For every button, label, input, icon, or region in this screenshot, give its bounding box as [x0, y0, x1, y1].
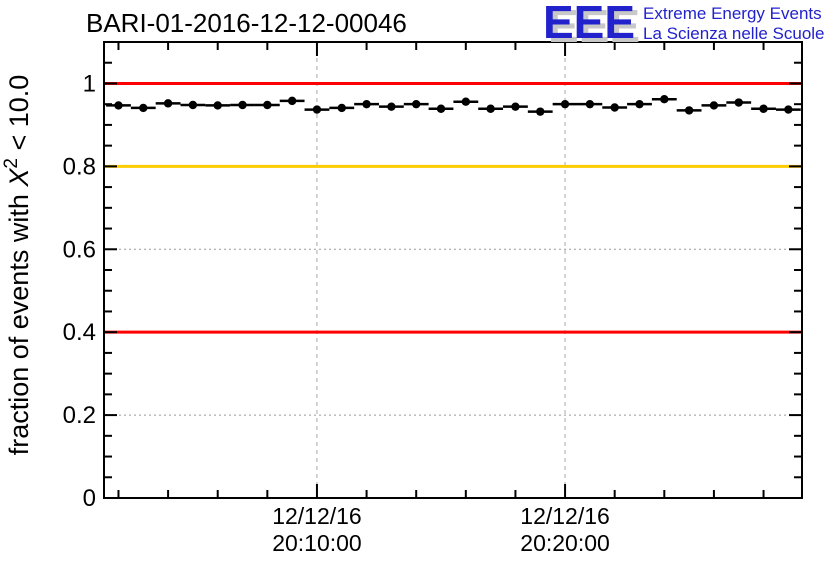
data-point [188, 100, 198, 110]
data-point [635, 99, 644, 109]
eee-logo: EEE Extreme Energy Events La Scienza nel… [543, 0, 825, 48]
y-tick-label: 0.2 [63, 402, 96, 429]
x-tick-label-time: 20:20:00 [520, 530, 610, 556]
data-point [709, 101, 719, 110]
data-point [436, 104, 446, 113]
data-point [759, 104, 768, 113]
y-tick-label: 0.4 [63, 319, 96, 346]
data-point [660, 95, 669, 104]
data-point [114, 101, 123, 110]
x-tick-label-date: 12/12/16 [520, 503, 610, 529]
data-point [213, 101, 222, 110]
data-point [784, 105, 793, 114]
y-tick-label: 0.6 [63, 236, 96, 263]
logo-line-2: La Scienza nelle Scuole [643, 24, 825, 43]
data-point [337, 103, 346, 113]
data-point [387, 102, 396, 111]
logo-line-1: Extreme Energy Events [643, 4, 822, 23]
data-point [610, 103, 619, 112]
x-tick-label-time: 20:10:00 [272, 530, 362, 556]
data-point [461, 97, 471, 106]
data-point [734, 98, 743, 107]
data-point [139, 103, 148, 113]
data-point [362, 99, 371, 109]
data-point [684, 106, 694, 115]
data-point [312, 105, 322, 114]
eee-logo-subtitle: Extreme Energy Events La Scienza nelle S… [643, 1, 824, 44]
x-tick-label-date: 12/12/16 [272, 503, 362, 529]
y-tick-label: 0 [83, 485, 96, 512]
eee-logo-text: EEE [543, 0, 636, 48]
data-point [238, 100, 247, 110]
data-point [585, 99, 595, 109]
data-point [263, 100, 272, 110]
y-tick-label: 1 [83, 70, 96, 97]
y-axis-title: fraction of events with X2 < 10.0 [1, 75, 34, 456]
data-point [163, 99, 173, 108]
data-point [486, 104, 495, 113]
data-point [287, 96, 297, 106]
y-tick-label: 0.8 [63, 153, 96, 180]
chart-title: BARI-01-2016-12-12-00046 [86, 8, 407, 38]
data-point [511, 102, 520, 111]
data-point [560, 99, 570, 109]
data-point [411, 99, 421, 109]
data-point [536, 107, 545, 116]
